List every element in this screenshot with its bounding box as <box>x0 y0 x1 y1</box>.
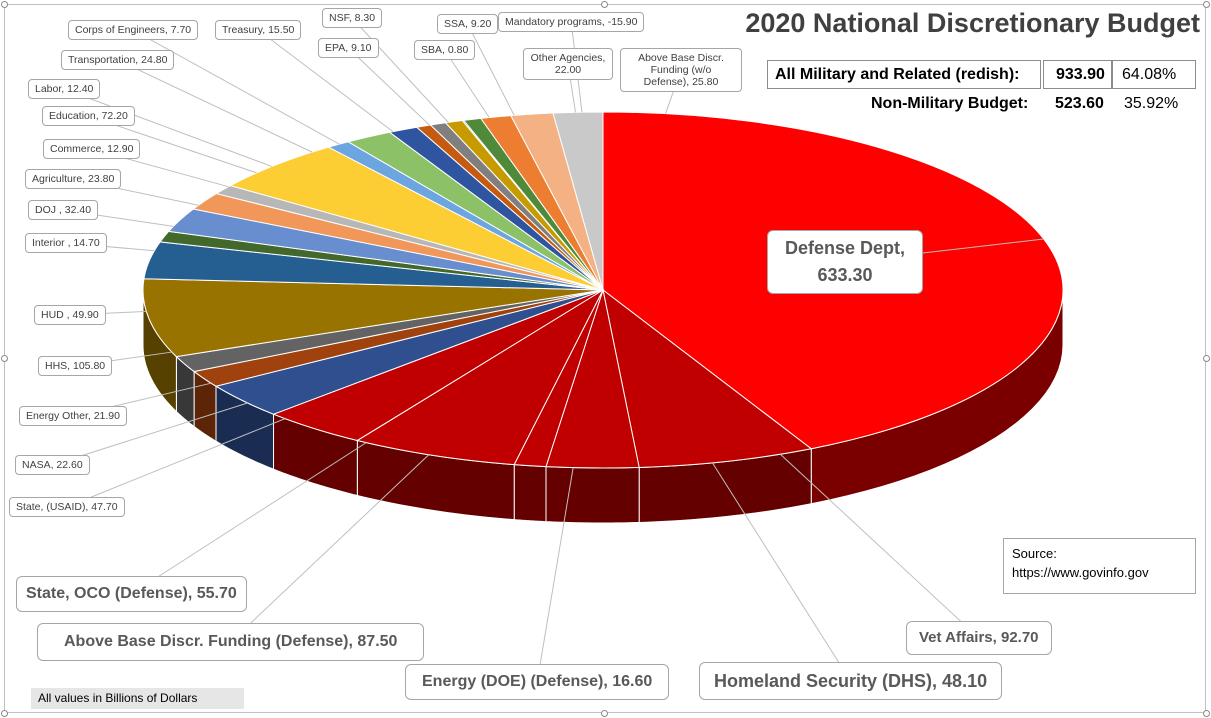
data-label-education[interactable]: Education, 72.20 <box>42 106 135 126</box>
leader-line-data-label-treasury <box>257 29 394 133</box>
data-label-hud[interactable]: HUD , 49.90 <box>34 305 106 325</box>
data-label-other-agencies-text: Other Agencies, 22.00 <box>530 52 606 76</box>
data-label-energy-other[interactable]: Energy Other, 21.90 <box>19 406 127 426</box>
chart-title: 2020 National Discretionary Budget <box>745 8 1200 38</box>
military-label: All Military and Related (redish): <box>775 66 1020 83</box>
leader-line-data-label-vet-affairs <box>780 453 980 639</box>
data-label-commerce[interactable]: Commerce, 12.90 <box>43 139 141 159</box>
resize-handle-bottom-left[interactable] <box>1 710 8 717</box>
leader-line-data-label-labor <box>64 88 273 167</box>
resize-handle-left[interactable] <box>1 355 8 362</box>
data-label-above-base-wo-defense-text: Above Base Discr. Funding (w/o Defense),… <box>638 52 724 88</box>
data-label-vet-affairs[interactable]: Vet Affairs, 92.70 <box>906 621 1052 655</box>
data-label-treasury[interactable]: Treasury, 15.50 <box>215 20 302 40</box>
data-label-hhs[interactable]: HHS, 105.80 <box>38 356 113 376</box>
nonmilitary-value: 523.60 <box>1055 95 1104 112</box>
data-label-ssa[interactable]: SSA, 9.20 <box>437 14 499 34</box>
data-label-nasa[interactable]: NASA, 22.60 <box>15 455 90 475</box>
pie-slice-hhs[interactable] <box>142 278 604 358</box>
data-label-transportation[interactable]: Transportation, 24.80 <box>61 50 175 70</box>
footnote-units: All values in Billions of Dollars <box>31 688 244 709</box>
data-label-energy-doe-defense[interactable]: Energy (DOE) (Defense), 16.60 <box>405 664 670 700</box>
data-label-doj[interactable]: DOJ , 32.40 <box>28 200 99 220</box>
leader-line-data-label-energy-doe-defense <box>536 467 574 683</box>
leader-line-data-label-sba <box>444 49 490 118</box>
leader-line-data-label-corps-of-engineers <box>132 29 340 145</box>
military-label-box: All Military and Related (redish): <box>767 60 1041 89</box>
nonmilitary-pct: 35.92% <box>1124 95 1179 112</box>
pie-slice-above-base-discr-funding-w-o-defense[interactable] <box>552 111 604 291</box>
data-label-defense-dept[interactable]: Defense Dept, 633.30 <box>767 230 923 294</box>
data-label-mandatory-programs[interactable]: Mandatory programs, -15.90 <box>498 12 645 32</box>
data-label-labor[interactable]: Labor, 12.40 <box>28 79 101 99</box>
data-label-interior[interactable]: Interior , 14.70 <box>25 233 107 253</box>
leader-line-data-label-dhs <box>712 462 851 682</box>
leader-line-data-label-nsf <box>351 17 449 123</box>
military-pct-box: 64.08% <box>1112 60 1196 89</box>
resize-handle-bottom-right[interactable] <box>1203 710 1210 717</box>
data-label-state-usaid[interactable]: State, (USAID), 47.70 <box>9 497 125 517</box>
data-label-other-agencies[interactable]: Other Agencies, 22.00 <box>523 48 613 80</box>
nonmilitary-label: Non-Military Budget: <box>871 95 1029 112</box>
data-label-above-base-wo-defense[interactable]: Above Base Discr. Funding (w/o Defense),… <box>620 48 742 92</box>
leader-line-data-label-epa <box>347 47 430 126</box>
resize-handle-top[interactable] <box>601 1 608 8</box>
data-label-above-base-defense[interactable]: Above Base Discr. Funding (Defense), 87.… <box>37 623 425 661</box>
source-heading: Source: <box>1012 546 1057 561</box>
data-label-sba[interactable]: SBA, 0.80 <box>414 40 476 60</box>
military-pct: 64.08% <box>1122 66 1177 83</box>
data-label-defense-dept-text: Defense Dept, 633.30 <box>784 238 906 285</box>
pie-side-homeland-security-dhs <box>545 466 640 524</box>
leader-line-data-label-transportation <box>117 59 313 153</box>
source-url: https://www.govinfo.gov <box>1012 565 1149 580</box>
pie-slice-vet-affairs[interactable] <box>602 288 813 468</box>
data-label-dhs[interactable]: Homeland Security (DHS), 48.10 <box>699 662 1003 700</box>
leader-line-data-label-above-base-defense <box>230 454 430 643</box>
resize-handle-bottom[interactable] <box>601 710 608 717</box>
leader-line-data-label-state-usaid <box>66 418 286 508</box>
data-label-state-oco-defense[interactable]: State, OCO (Defense), 55.70 <box>16 576 247 612</box>
military-value-box: 933.90 <box>1043 60 1112 89</box>
leader-line-data-label-ssa <box>467 23 515 116</box>
pie-slice-above-base-discr-funding-defense[interactable] <box>356 288 605 466</box>
data-label-epa[interactable]: EPA, 9.10 <box>318 38 379 58</box>
data-label-agriculture[interactable]: Agriculture, 23.80 <box>25 169 122 189</box>
data-label-corps-of-engineers[interactable]: Corps of Engineers, 7.70 <box>68 20 199 40</box>
source-box: Source: https://www.govinfo.gov <box>1003 538 1196 594</box>
pie-side-energy-doe-defense <box>513 464 547 523</box>
leader-line-data-label-nasa <box>52 402 248 466</box>
leader-line-data-label-state-oco-defense <box>131 442 367 595</box>
resize-handle-right[interactable] <box>1203 355 1210 362</box>
military-value: 933.90 <box>1056 66 1105 83</box>
data-label-nsf[interactable]: NSF, 8.30 <box>322 8 383 28</box>
resize-handle-top-left[interactable] <box>1 1 8 8</box>
resize-handle-top-right[interactable] <box>1203 1 1210 8</box>
